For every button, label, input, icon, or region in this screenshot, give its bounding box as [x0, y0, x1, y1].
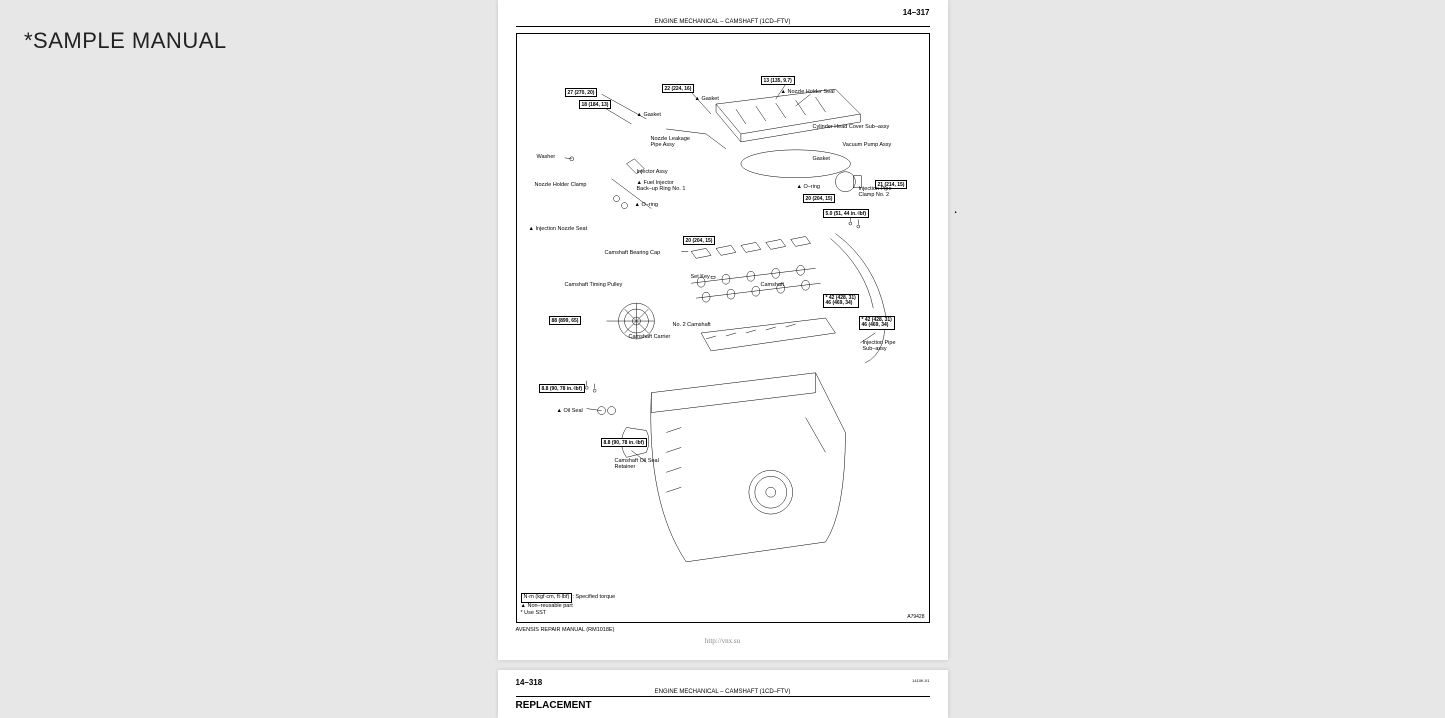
section-title: REPLACEMENT [516, 700, 930, 711]
torque-spec: 20 (204, 15) [803, 194, 836, 203]
diagram-legend: N·m (kgf·cm, ft·lbf): Specified torque ▲… [521, 593, 616, 618]
page-header: ENGINE MECHANICAL – CAMSHAFT (1CD–FTV) [516, 689, 930, 697]
part-label: No. 2 Camshaft [673, 322, 711, 328]
torque-spec: 8.8 (90, 78 in.·lbf) [601, 438, 648, 447]
part-label: ▲ O–ring [797, 184, 820, 190]
part-label: ▲ Gasket [695, 96, 719, 102]
margin-dot: . [954, 200, 958, 216]
torque-spec: 27 (270, 20) [565, 88, 598, 97]
torque-spec: * 42 (428, 31) 46 (469, 34) [859, 316, 895, 330]
page-number: 14–318 [516, 678, 930, 687]
part-label: Camshaft Bearing Cap [605, 250, 661, 256]
page-number: 14–317 [516, 8, 930, 17]
torque-spec: 8.8 (90, 78 in.·lbf) [539, 384, 586, 393]
part-label: Camshaft Oil Seal Retainer [615, 458, 659, 470]
legend-nonreusable: ▲ Non–reusable part [521, 603, 616, 611]
torque-spec: 18 (184, 13) [579, 100, 612, 109]
part-label: Injector Assy [637, 169, 668, 175]
page-header: ENGINE MECHANICAL – CAMSHAFT (1CD–FTV) [516, 19, 930, 27]
part-label: Camshaft [761, 282, 785, 288]
part-label: Nozzle Leakage Pipe Assy [651, 136, 690, 148]
manual-page-2: 14–318 1410K-01 ENGINE MECHANICAL – CAMS… [498, 670, 948, 718]
part-label: Nozzle Holder Clamp [535, 182, 587, 188]
legend-sst: * Use SST [521, 610, 616, 618]
torque-spec: * 42 (428, 31) 46 (469, 34) [823, 294, 859, 308]
source-url: http://vnx.su [516, 637, 930, 645]
part-label: Cylinder Head Cover Sub–assy [813, 124, 890, 130]
part-label: ▲ Gasket [637, 112, 661, 118]
part-label: ▲ Oil Seal [557, 408, 583, 414]
part-label: Vacuum Pump Assy [843, 142, 892, 148]
part-label: Gasket [813, 156, 830, 162]
legend-torque-unit: N·m (kgf·cm, ft·lbf) [521, 593, 573, 603]
part-label: ▲ Fuel Injector Back–up Ring No. 1 [637, 180, 686, 192]
torque-spec: 22 (224, 16) [662, 84, 695, 93]
part-label: ▲ Injection Nozzle Seat [529, 226, 588, 232]
torque-spec: 13 (135, 9.7) [761, 76, 795, 85]
part-label: Injection Pipe Sub–assy [863, 340, 896, 352]
part-label: ▲ Nozzle Holder Seal [781, 89, 835, 95]
part-label: Set Key [691, 274, 710, 280]
sample-watermark: *SAMPLE MANUAL [24, 28, 227, 54]
proc-code: 1410K-01 [912, 678, 929, 683]
torque-spec: 20 (204, 15) [683, 236, 716, 245]
part-label: Camshaft Carrier [629, 334, 671, 340]
legend-torque-label: : Specified torque [572, 594, 615, 600]
page-container: 14–317 ENGINE MECHANICAL – CAMSHAFT (1CD… [498, 0, 948, 718]
part-label: Washer [537, 154, 556, 160]
manual-footer: AVENSIS REPAIR MANUAL (RM1018E) [516, 627, 930, 633]
part-label: ▲ O–ring [635, 202, 658, 208]
torque-spec: 88 (899, 65) [549, 316, 582, 325]
manual-page-1: 14–317 ENGINE MECHANICAL – CAMSHAFT (1CD… [498, 0, 948, 660]
part-label: Camshaft Timing Pulley [565, 282, 623, 288]
exploded-diagram: 27 (270, 20) 18 (184, 13) 22 (224, 16) 1… [516, 33, 930, 623]
figure-id: A79428 [907, 614, 924, 620]
torque-spec: 5.0 (51, 44 in.·lbf) [823, 209, 870, 218]
part-label: Injection Pipe Clamp No. 2 [859, 186, 892, 198]
